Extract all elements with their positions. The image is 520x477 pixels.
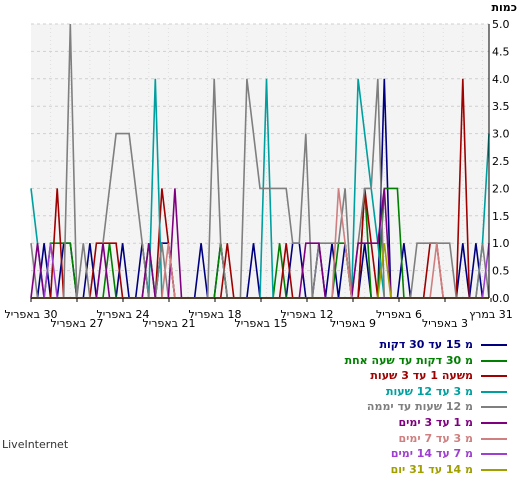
y-tick-label: 3.0 <box>492 128 510 141</box>
legend-item: מ 14 עד 31 יום <box>300 462 510 477</box>
legend-swatch <box>481 344 507 346</box>
x-tick-label: 3 באפריל <box>422 317 468 330</box>
brand-label: LiveInternet <box>2 438 69 451</box>
legend-swatch <box>481 437 507 440</box>
x-tick-label: 31 במרץ <box>469 308 512 321</box>
x-tick-label: 18 באפריל <box>189 308 242 321</box>
y-tick-label: 3.5 <box>492 100 510 113</box>
y-tick-label: 2.5 <box>492 155 510 168</box>
legend-item: מ 15 עד 30 דקות <box>300 337 510 353</box>
legend-label: מ 7 עד 14 ימים <box>390 447 473 461</box>
y-tick-label: 4.5 <box>492 45 510 58</box>
legend-item: מ 7 עד 14 ימים <box>300 446 510 462</box>
x-tick-label: 27 באפריל <box>51 317 104 330</box>
x-tick-label: 15 באפריל <box>235 317 288 330</box>
legend-item: מ 3 עד 12 שעות <box>300 384 510 400</box>
legend-label: מ 1 עד 3 ימים <box>398 415 474 429</box>
legend-item: מ 30 דקות עד שעה אחת <box>300 353 510 369</box>
legend-item: מ 3 עד 7 ימים <box>300 431 510 447</box>
x-tick-label: 12 באפריל <box>281 308 334 321</box>
legend-swatch <box>481 421 507 424</box>
y-tick-label: 1.5 <box>492 210 510 223</box>
y-tick-label: 2.0 <box>492 182 510 195</box>
legend: מ 15 עד 30 דקות מ 30 דקות עד שעה אחת משעה … <box>300 337 510 477</box>
legend-swatch <box>481 453 507 456</box>
legend-swatch <box>481 359 507 362</box>
legend-swatch <box>481 375 507 378</box>
legend-label: משעה 1 עד 3 שעות <box>370 369 473 383</box>
series-line-5 <box>30 23 490 299</box>
legend-item: מ 1 עד 3 ימים <box>300 415 510 431</box>
x-tick-label: 9 באפריל <box>330 317 376 330</box>
legend-label: מ 14 עד 31 יום <box>390 462 473 476</box>
legend-swatch <box>481 468 507 471</box>
y-tick-label: 1.0 <box>492 237 510 250</box>
y-tick-label: 4.0 <box>492 73 510 86</box>
x-tick-label: 30 באפריל <box>5 308 58 321</box>
legend-label: מ 3 עד 7 ימים <box>398 431 474 445</box>
x-tick-label: 24 באפריל <box>97 308 150 321</box>
legend-item: מ 12 שעות עד יממה <box>300 399 510 415</box>
line-chart: 0.0 0.5 1.0 1.5 2.0 2.5 3.0 3.5 4.0 4.5 5.0 30 באפר… <box>5 18 513 330</box>
legend-item: משעה 1 עד 3 שעות <box>300 368 510 384</box>
x-tick-label: 21 באפריל <box>143 317 196 330</box>
y-tick-label: 5.0 <box>492 18 510 31</box>
legend-label: מ 15 עד 30 דקות <box>379 338 473 351</box>
y-axis-label: כמות <box>491 1 517 14</box>
legend-swatch <box>481 390 507 393</box>
x-tick-label: 6 באפריל <box>376 308 422 321</box>
legend-label: מ 30 דקות עד שעה אחת <box>344 353 473 367</box>
legend-label: מ 12 שעות עד יממה <box>366 400 473 414</box>
legend-label: מ 3 עד 12 שעות <box>385 384 473 398</box>
y-tick-label: 0.0 <box>492 292 510 305</box>
legend-swatch <box>481 406 507 409</box>
y-tick-label: 0.5 <box>492 265 510 278</box>
